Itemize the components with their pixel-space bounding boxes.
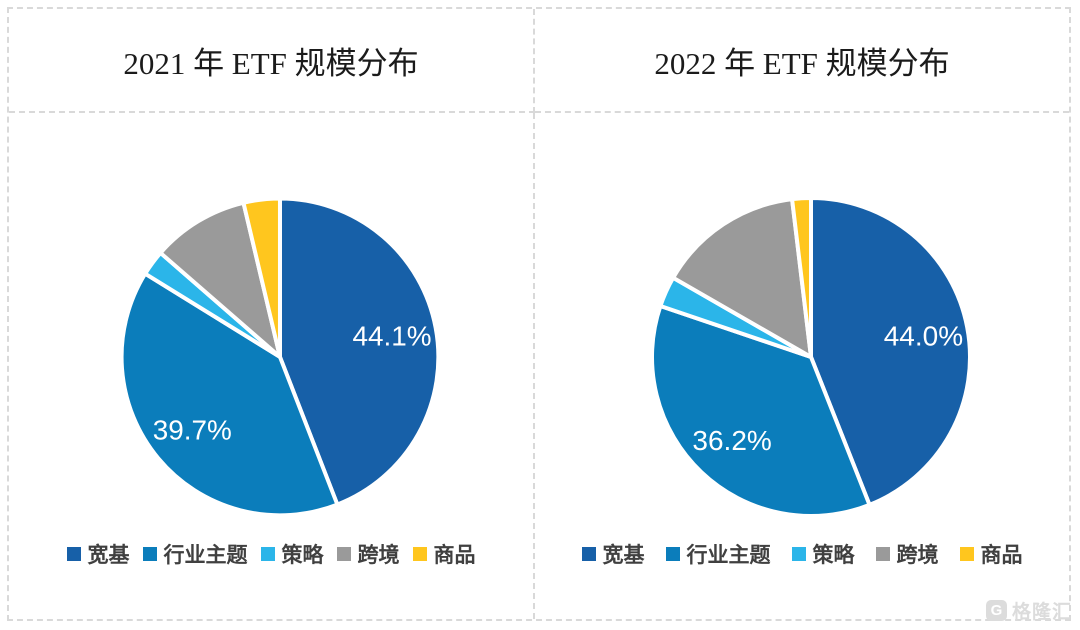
legend-2021: 宽基 行业主题 策略 跨境 商品 <box>9 539 533 569</box>
chart-title-2021-text: 2021 年 ETF 规模分布 <box>123 45 419 81</box>
legend-item: 行业主题 <box>142 539 248 569</box>
legend-item: 跨境 <box>336 539 400 569</box>
watermark-gelonghui: G 格隆汇 <box>985 597 1072 624</box>
pie-slice <box>650 303 872 518</box>
chart-title-2021: 2021 年 ETF 规模分布 <box>9 9 535 113</box>
pie-chart-2021: 44.1% 39.7% 宽基 行业主题 策略 跨境 商品 <box>9 113 535 619</box>
legend-swatch-icon <box>959 547 974 561</box>
legend-swatch-icon <box>412 547 427 561</box>
legend-item: 商品 <box>412 539 476 569</box>
chart-title-2022: 2022 年 ETF 规模分布 <box>535 9 1069 113</box>
pie-slice <box>809 196 972 507</box>
legend-swatch-icon <box>665 547 680 561</box>
pie-data-label: 39.7% <box>153 415 232 446</box>
gelonghui-logo-icon: G <box>985 600 1007 621</box>
legend-label: 商品 <box>433 544 476 567</box>
legend-swatch-icon <box>791 547 806 561</box>
legend-label: 跨境 <box>357 544 400 567</box>
legend-swatch-icon <box>336 547 351 561</box>
legend-label: 行业主题 <box>686 544 771 567</box>
pie-2021: 44.1% 39.7% <box>9 113 533 559</box>
panel-grid: 2021 年 ETF 规模分布 2022 年 ETF 规模分布 44.1% 39.… <box>7 7 1071 621</box>
pie-slice <box>241 196 282 359</box>
legend-label: 商品 <box>980 544 1023 567</box>
legend-item: 策略 <box>791 539 855 569</box>
pie-data-label: 44.0% <box>884 320 963 351</box>
legend-swatch-icon <box>142 547 157 561</box>
pie-slice <box>671 197 813 359</box>
legend-item: 商品 <box>959 539 1023 569</box>
legend-swatch-icon <box>260 547 275 561</box>
legend-swatch-icon <box>581 547 596 561</box>
legend-label: 跨境 <box>896 544 939 567</box>
legend-label: 行业主题 <box>163 544 248 567</box>
pie-data-label: 36.2% <box>692 425 771 456</box>
watermark-text: 格隆汇 <box>1011 602 1072 623</box>
legend-item: 宽基 <box>581 539 645 569</box>
pie-slice <box>790 196 813 359</box>
legend-label: 策略 <box>812 544 855 567</box>
legend-label: 宽基 <box>87 544 130 567</box>
pie-slice <box>158 200 282 359</box>
legend-label: 策略 <box>281 544 324 567</box>
pie-slice <box>119 271 340 518</box>
pie-svg: 44.0% 36.2% <box>650 196 972 518</box>
legend-swatch-icon <box>875 547 890 561</box>
legend-label: 宽基 <box>602 544 645 567</box>
legend-item: 跨境 <box>875 539 939 569</box>
pie-chart-2022: 44.0% 36.2% 宽基 行业主题 策略 跨境 商品 <box>535 113 1069 619</box>
pie-slice <box>277 196 441 507</box>
legend-item: 策略 <box>260 539 324 569</box>
legend-2022: 宽基 行业主题 策略 跨境 商品 <box>535 539 1069 569</box>
chart-title-2022-text: 2022 年 ETF 规模分布 <box>654 45 950 81</box>
pie-data-label: 44.1% <box>353 321 432 352</box>
pie-svg: 44.1% 39.7% <box>119 196 441 518</box>
legend-swatch-icon <box>66 547 81 561</box>
pie-2022: 44.0% 36.2% <box>535 113 1069 559</box>
legend-item: 行业主题 <box>665 539 771 569</box>
legend-item: 宽基 <box>66 539 130 569</box>
